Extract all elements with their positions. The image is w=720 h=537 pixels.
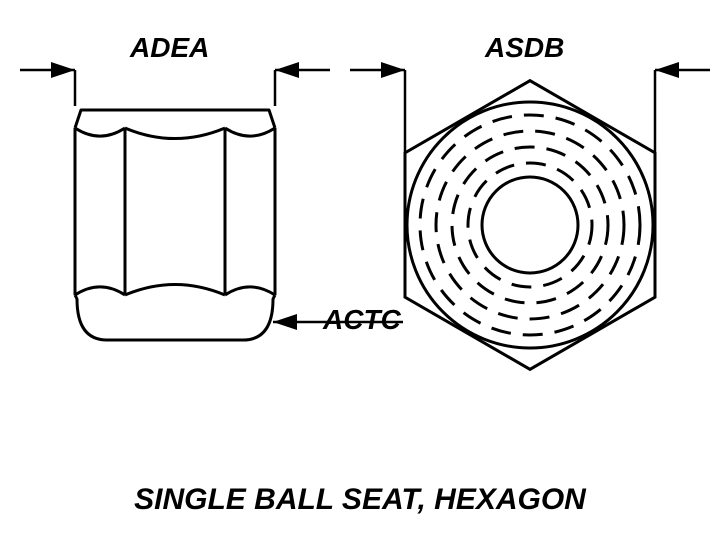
technical-drawing [0, 0, 720, 537]
diagram-title: SINGLE BALL SEAT, HEXAGON [0, 483, 720, 517]
label-asdb: ASDB [485, 32, 564, 64]
label-adea: ADEA [130, 32, 209, 64]
label-actc: ACTC [323, 304, 401, 336]
